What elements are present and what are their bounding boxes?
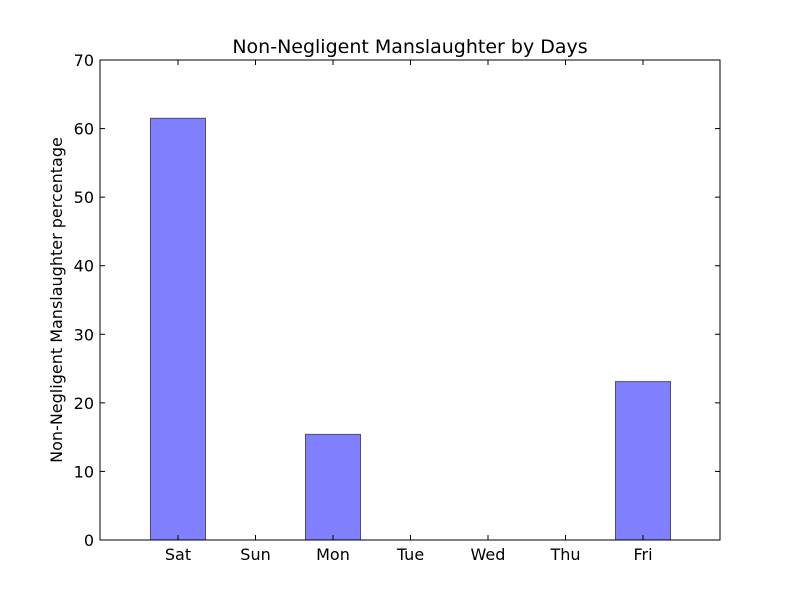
x-tick-label-tue: Tue [396,545,424,564]
x-tick-label-sun: Sun [240,545,270,564]
bar-mon [305,433,361,541]
bars-group [150,117,671,541]
x-tick-label-sat: Sat [165,545,191,564]
y-tick-label-20: 20 [74,394,94,413]
x-tick-label-wed: Wed [471,545,506,564]
y-tick-label-70: 70 [74,51,94,70]
y-tick-label-30: 30 [74,325,94,344]
plot-frame [99,59,721,541]
x-tick-labels: Sat Sun Mon Tue Wed Thu Fri [165,545,653,564]
y-tick-label-60: 60 [74,120,94,139]
chart-title: Non-Negligent Manslaughter by Days [232,36,587,58]
y-tick-labels: 0 10 20 30 40 50 60 70 [74,51,94,550]
x-tick-label-thu: Thu [549,545,580,564]
bar-fri [615,381,671,541]
y-tick-label-10: 10 [74,462,94,481]
x-tick-label-mon: Mon [316,545,350,564]
y-tick-label-50: 50 [74,188,94,207]
x-tick-label-fri: Fri [633,545,652,564]
y-tick-label-0: 0 [84,531,94,550]
y-axis-label: Non-Negligent Manslaughter percentage [47,137,66,463]
bar-sat [150,117,206,541]
y-tick-label-40: 40 [74,257,94,276]
